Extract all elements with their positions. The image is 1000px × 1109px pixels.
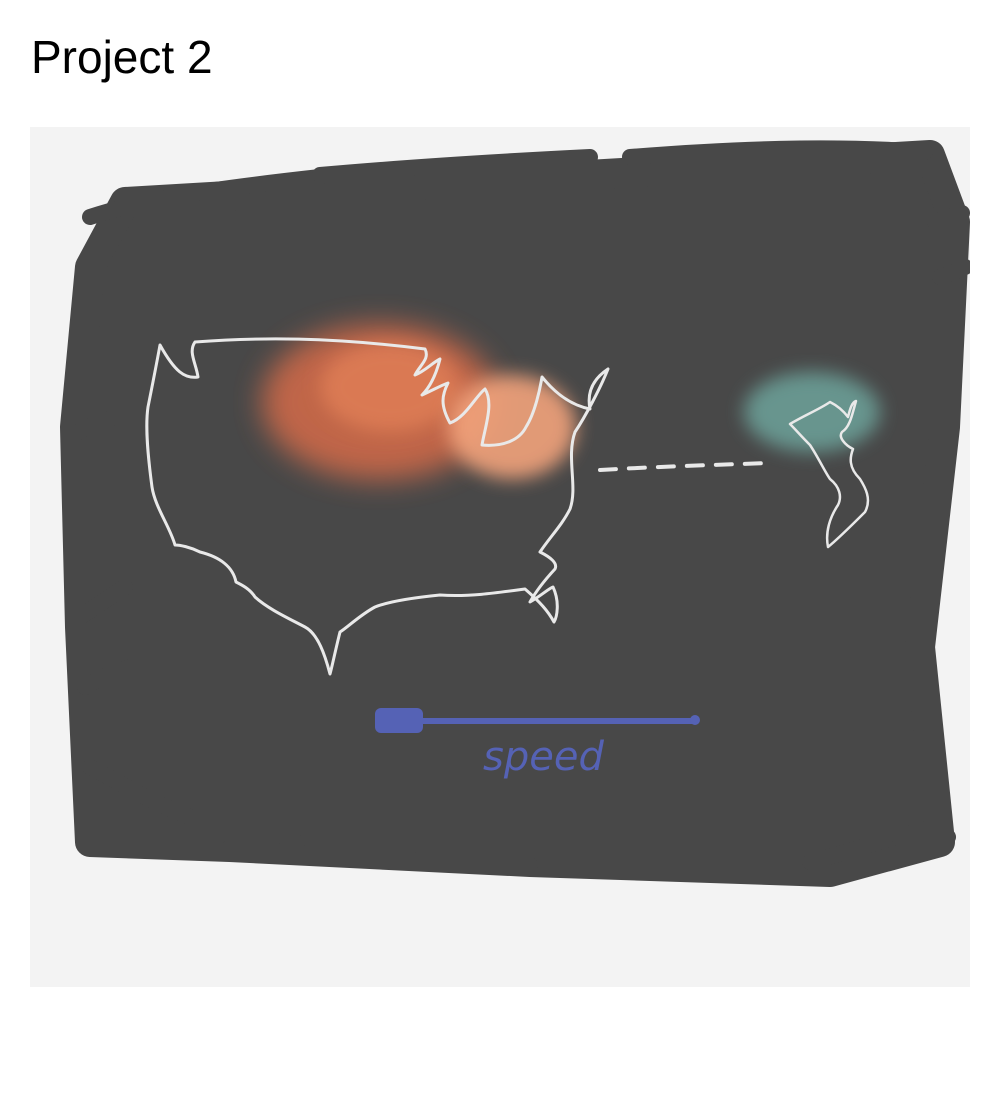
map-outline-mainland	[145, 337, 610, 676]
speed-slider-track-end	[690, 715, 700, 725]
sketch-canvas: speed	[30, 127, 970, 987]
concept-sketch: speed	[30, 127, 970, 987]
page-title: Project 2	[31, 31, 213, 83]
speed-slider[interactable]: speed	[375, 708, 700, 780]
speed-slider-thumb[interactable]	[375, 708, 423, 733]
connection-dashed-line	[598, 461, 772, 472]
heat-cluster-midwest	[448, 375, 576, 479]
speed-slider-label: speed	[483, 734, 604, 780]
map-outline-remote	[788, 399, 870, 549]
scribble-background	[60, 140, 970, 887]
